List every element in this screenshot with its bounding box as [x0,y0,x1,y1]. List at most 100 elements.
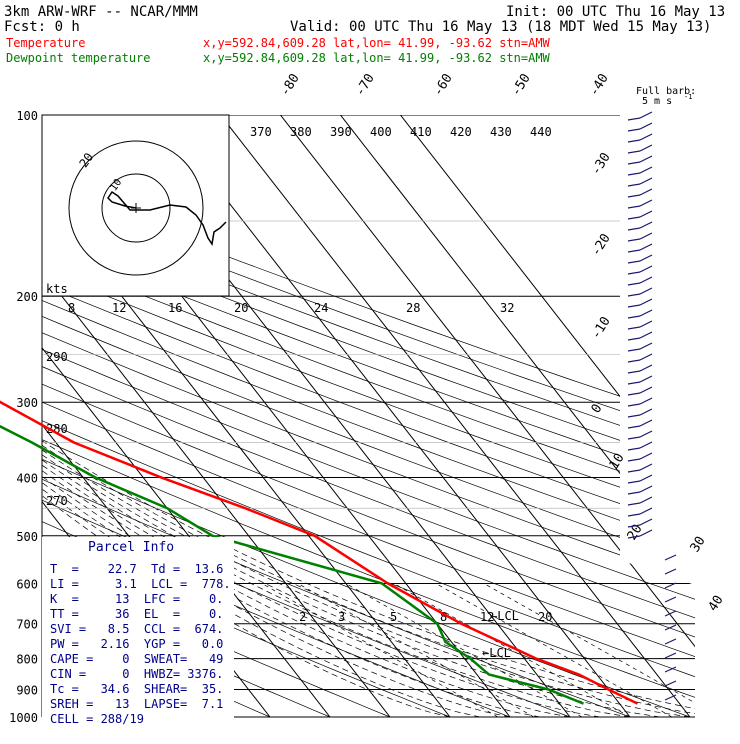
wind-barb [639,463,653,471]
isotherm-tick-label: -20 [589,231,614,259]
dry-adiabat-line [42,115,391,717]
model-title: 3km ARW-WRF -- NCAR/MMM [4,4,198,20]
wind-barb-flag [627,469,641,473]
lower-mixing-ratio-label: 3 [338,610,345,624]
parcel-row: LI = 3.1 LCL = 778. [50,577,231,591]
isotherm-tick-label: 0 [589,402,606,417]
mixing-ratio-line [435,583,673,717]
lower-mixing-ratio-label: 2 [299,610,306,624]
dry-adiabat-line [42,115,695,717]
wind-barb [639,166,653,174]
mixing-ratio-label: 32 [500,301,514,315]
isotherm-line [340,115,695,717]
isotherm-line [160,115,631,717]
wind-barb-flag [627,238,641,242]
wind-barb-flag [627,315,641,319]
parcel-row: K = 13 LFC = 0. [50,592,223,606]
theta-label: 420 [450,125,472,139]
wind-barb [664,568,677,575]
lower-mixing-ratio-label: 12 [480,610,494,624]
wind-barb-flag [627,293,641,297]
dry-adiabat-line [42,115,695,717]
wind-barb-flag [627,117,641,121]
wind-barb [639,452,653,460]
wind-barb-flag [627,348,641,352]
wind-barb [639,353,653,361]
isotherm-tick-label: 20 [625,522,646,543]
mixing-ratio-label: 20 [234,301,248,315]
isotherm-line [42,115,391,717]
wind-barbs [627,111,677,701]
wind-barb [639,364,653,372]
wind-barb [664,652,677,659]
wind-barb [639,232,653,240]
dewpoint-location: x,y=592.84,609.28 lat,lon= 41.99, -93.62… [203,51,551,65]
wind-barb [639,265,653,273]
wind-barb [639,287,653,295]
wind-barb-flag [627,414,641,418]
wind-barb [664,694,677,701]
pressure-tick-label: 400 [16,471,38,485]
wind-barb-flag [627,128,641,132]
wind-barb [639,386,653,394]
parcel-info-box: Parcel Info T = 22.7 Td = 13.6LI = 3.1 L… [42,537,234,727]
isotherm-line [42,115,331,717]
theta-e-label: 280 [46,422,68,436]
mixing-ratio-label: 8 [68,301,75,315]
isotherm-tick-label: -10 [589,314,614,342]
parcel-row: PW = 2.16 YGP = 0.0 [50,637,223,651]
wind-barb-flag [627,447,641,451]
wind-barb [639,518,653,526]
barb-label: Full barb: [636,86,696,97]
isotherm-tick-label: -60 [431,71,456,99]
pressure-tick-label: 300 [16,396,38,410]
temperature-legend: Temperature [6,36,85,50]
wind-barb [639,111,653,119]
wind-barb [664,638,677,645]
hodograph-units: kts [46,282,68,296]
isotherm-tick-label: -80 [278,71,303,99]
dry-adiabat-line [42,115,691,717]
wind-barb [639,375,653,383]
wind-barb [639,254,653,262]
isotherm-tick-label: 40 [706,593,727,614]
mixing-ratio-line [297,583,535,717]
isotherm-tick-label: -30 [589,150,614,178]
parcel-row: TT = 36 EL = 0. [50,607,223,621]
temperature-location: x,y=592.84,609.28 lat,lon= 41.99, -93.62… [203,36,551,50]
wind-barb [639,133,653,141]
wind-barb-flag [627,458,641,462]
wind-barb [664,582,677,589]
temperature-line [0,400,639,705]
pressure-tick-label: 100 [16,109,38,123]
parcel-row: Tc = 34.6 SHEAR= 35. [50,682,223,696]
wind-barb-flag [627,227,641,231]
parcel-row: CAPE = 0 SWEAT= 49 [50,652,223,666]
wind-barb-flag [627,282,641,286]
dry-adiabat-line [42,115,695,717]
parcel-title: Parcel Info [88,540,174,555]
wind-barb-flag [627,491,641,495]
hodograph-ring-label: 20 [76,150,96,170]
mixing-ratio-line [345,583,583,717]
parcel-row: SVI = 8.5 CCL = 674. [50,622,223,636]
wind-barb-flag [627,425,641,429]
mixing-ratio-label: 24 [314,301,328,315]
pressure-tick-label: 1000 [9,711,38,725]
lower-mixing-ratio-label: 20 [538,610,552,624]
wind-barb-flag [627,194,641,198]
wind-barb [664,624,677,631]
dewpoint-line [0,424,584,705]
isotherm-tick-label: -70 [353,71,378,99]
wind-barb [664,554,677,561]
moist-adiabat-line [42,295,601,717]
wind-barb [664,610,677,617]
wind-barb [639,177,653,185]
mixing-ratio-label: 12 [112,301,126,315]
wind-barb-flag [627,161,641,165]
wind-barb [639,408,653,416]
parcel-rows: T = 22.7 Td = 13.6LI = 3.1 LCL = 778.K =… [50,562,231,726]
mixing-ratio-label: 16 [168,301,182,315]
isotherm-line [280,115,695,717]
wind-barb [639,122,653,130]
